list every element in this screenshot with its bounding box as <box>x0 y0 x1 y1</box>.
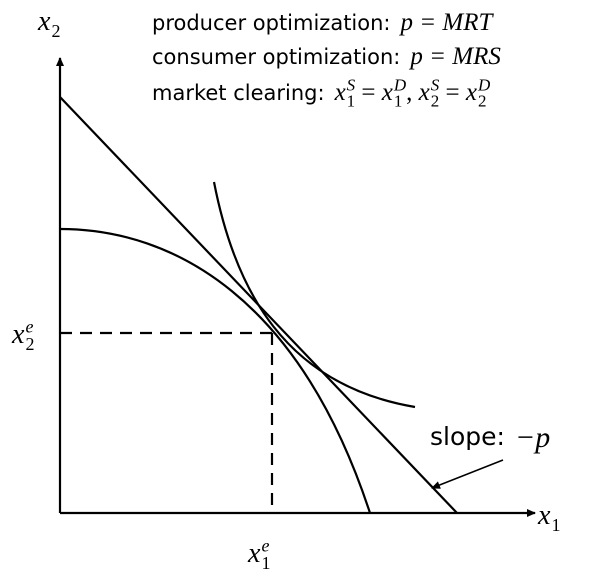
math-text: p = MRS <box>408 43 501 70</box>
math-symbol: x <box>418 79 430 106</box>
subscript: 1 <box>347 91 356 110</box>
subscript: 2 <box>478 91 487 110</box>
superscript: e <box>261 535 269 555</box>
math-symbol: x <box>334 79 346 106</box>
indifference-curve <box>212 181 416 409</box>
subscript: 2 <box>25 334 34 354</box>
math-text: −p <box>515 421 550 454</box>
superscript: D <box>477 76 491 95</box>
subscript: 2 <box>51 21 60 41</box>
math-text: p = MRT <box>399 9 495 36</box>
math-symbol: x <box>465 79 477 106</box>
superscript: e <box>25 316 33 336</box>
condition-label: market clearing: <box>152 81 325 105</box>
superscript: S <box>431 76 440 95</box>
superscript: S <box>347 76 356 95</box>
math-symbol: x <box>11 319 25 350</box>
subscript: 2 <box>431 91 440 110</box>
superscript: D <box>393 76 407 95</box>
math-text: , <box>406 79 419 106</box>
math-symbol: x <box>37 6 51 37</box>
condition-label: producer optimization: <box>152 11 391 35</box>
math-symbol: x <box>537 500 551 531</box>
subscript: 1 <box>551 515 560 535</box>
production-frontier <box>59 227 372 514</box>
math-text: = <box>439 79 466 106</box>
subscript: 1 <box>261 553 270 573</box>
condition-label: consumer optimization: <box>152 45 400 69</box>
subscript: 1 <box>394 91 403 110</box>
math-symbol: x <box>247 538 261 569</box>
slope-label: slope: <box>430 422 505 451</box>
math-text: = <box>355 79 382 106</box>
slope-arrow <box>431 459 504 489</box>
math-symbol: x <box>381 79 393 106</box>
